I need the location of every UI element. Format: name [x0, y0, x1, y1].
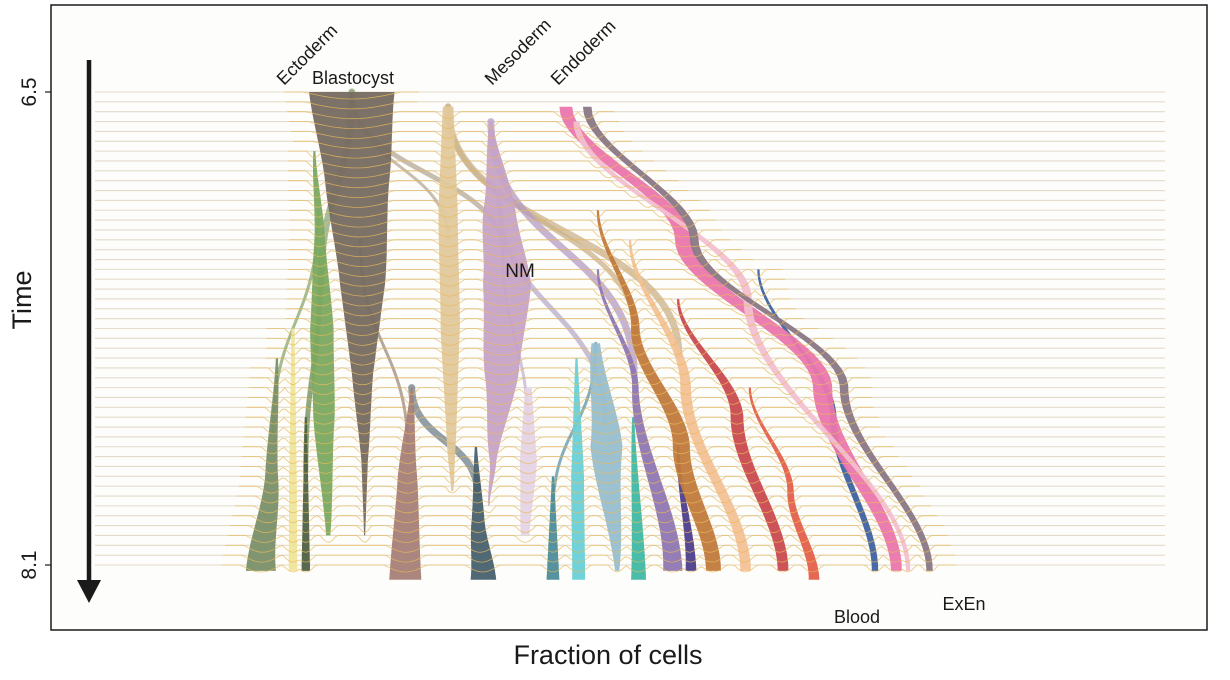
stream-cardiac: [470, 446, 497, 580]
density-ridge: [286, 298, 791, 307]
density-ridge: [289, 209, 710, 218]
label-blood: Blood: [834, 607, 880, 627]
density-ridge: [286, 308, 797, 317]
stream-definitive-endoderm: [573, 121, 911, 571]
stream-ectoderm-surface-: [310, 151, 335, 536]
density-ridge: [287, 288, 788, 297]
density-ridge: [288, 190, 688, 198]
density-ridge: [293, 140, 633, 149]
label-blastocyst: Blastocyst: [312, 68, 394, 88]
density-ridge: [289, 121, 619, 130]
y-axis-title: Time: [7, 271, 37, 330]
density-ridge: [285, 318, 805, 327]
stream-allantois: [596, 269, 683, 571]
density-ridge: [266, 328, 819, 336]
density-ridge-lines: [221, 91, 957, 573]
label-nm: NM: [505, 261, 535, 282]
density-ridge: [243, 436, 886, 445]
stream-exe-mesoderm: [596, 210, 721, 571]
density-ridge: [288, 150, 643, 159]
time-arrow-head-icon: [77, 580, 101, 603]
flow-mesoderm-axial-to-caudal-mesoderm: [444, 103, 683, 360]
density-ridge: [223, 554, 956, 563]
density-ridge: [227, 534, 948, 543]
density-ridge: [246, 406, 874, 415]
density-ridge: [289, 239, 731, 248]
stream-neural-ectoderm-b: [288, 328, 298, 571]
density-ridge: [289, 229, 722, 238]
density-ridge: [287, 278, 786, 287]
density-ridge: [266, 337, 834, 346]
density-ridge: [289, 219, 716, 228]
density-ridge: [241, 456, 899, 465]
lineage-streams: [245, 92, 933, 580]
density-ridge: [291, 131, 624, 139]
density-ridge: [244, 426, 881, 435]
density-ridge: [289, 200, 700, 208]
stream-exe-endoderm: [582, 106, 933, 571]
density-ridge: [285, 101, 418, 110]
density-ridge: [288, 180, 679, 189]
density-ridge: [250, 367, 866, 376]
density-ridge: [230, 525, 944, 534]
density-ridge: [237, 495, 925, 504]
density-ridge: [247, 397, 872, 405]
stream-paraxial-mesoderm: [519, 387, 537, 536]
density-ridge: [287, 268, 783, 277]
density-ridge: [238, 485, 920, 494]
density-ridge: [235, 505, 931, 514]
time-arrow: [77, 60, 101, 603]
plot-area: [50, 4, 1208, 631]
density-ridge: [288, 160, 654, 169]
density-ridge: [232, 515, 938, 524]
density-ridge: [249, 377, 871, 386]
density-ridge: [288, 249, 742, 258]
stream-mesoderm-axial-: [438, 106, 460, 492]
stream-endothelium: [631, 417, 647, 580]
density-ridge: [245, 416, 879, 425]
x-axis-title: Fraction of cells: [513, 640, 702, 670]
stream-caudal-mesoderm: [628, 239, 751, 571]
density-ridge: [287, 111, 615, 120]
density-ridge: [221, 564, 957, 573]
density-ridge: [265, 357, 857, 366]
density-ridge: [225, 544, 952, 553]
label-exen: ExEn: [942, 594, 985, 614]
stream-somites: [546, 476, 560, 580]
y-tick-label-bottom: 8.1: [18, 550, 41, 579]
density-ridge: [240, 466, 907, 474]
density-ridge: [288, 170, 666, 179]
density-ridge: [288, 259, 754, 267]
y-tick-label-top: 6.5: [18, 77, 41, 106]
density-ridge: [242, 446, 894, 455]
density-ridge: [284, 91, 419, 100]
stream-neural-ectoderm-a: [245, 358, 279, 571]
stream-pharyngeal-mesoderm: [590, 343, 623, 571]
density-ridge: [248, 387, 873, 396]
y-axis: 6.5 8.1 Time: [7, 77, 51, 580]
density-ridge: [266, 347, 846, 356]
density-ridge: [240, 475, 913, 484]
stream-nm: [482, 121, 531, 506]
